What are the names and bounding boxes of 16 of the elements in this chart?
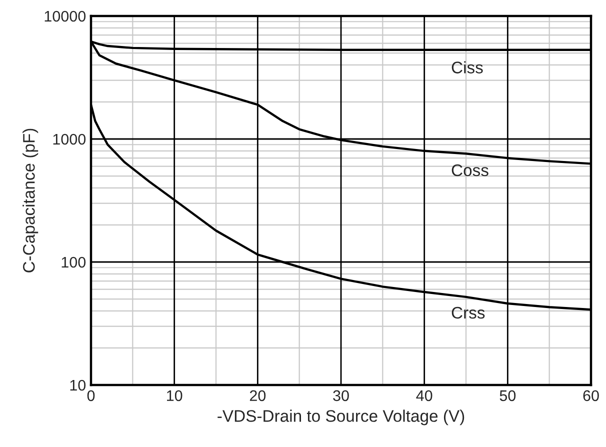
y-tick-label: 1000 [53,134,86,145]
x-tick-label: 0 [87,390,95,402]
series-label: Ciss [452,61,483,74]
x-tick-label: 40 [416,390,432,402]
y-tick-label: 10000 [44,10,86,22]
x-tick-label: 10 [167,390,182,402]
x-tick-label: 50 [500,390,516,402]
y-axis-title: C-Capacitance (pF) [22,128,38,272]
x-tick-label: 60 [583,390,599,402]
x-axis-title: -VDS-Drain to Source Voltage (V) [218,410,464,426]
y-tick-label: 10 [70,380,86,391]
series-label: Crss [452,306,485,319]
series-label: Coss [452,164,488,176]
x-tick-label: 20 [250,390,266,402]
x-tick-label: 30 [333,390,349,402]
y-tick-label: 100 [62,256,86,268]
